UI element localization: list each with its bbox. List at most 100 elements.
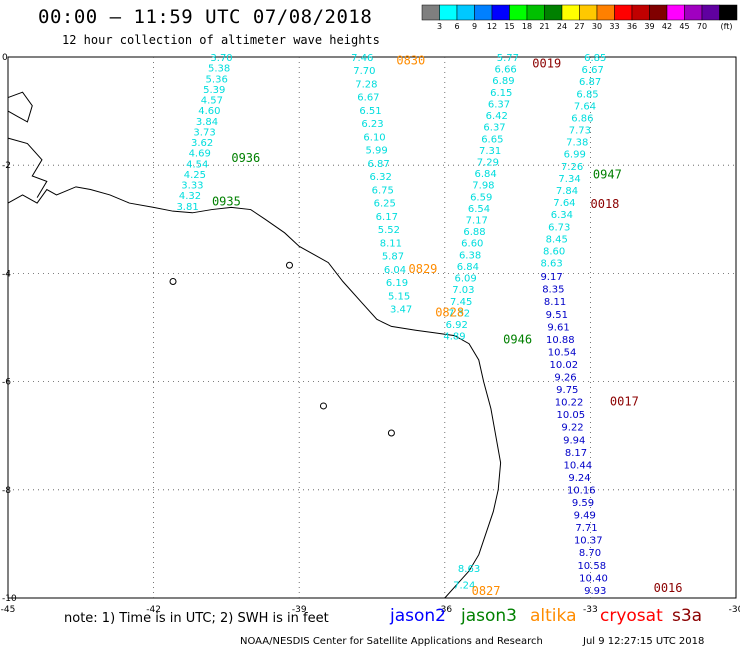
- y-tick-label: -4: [2, 269, 11, 279]
- pass-time-label: 0946: [503, 332, 532, 346]
- wave-height-value: 8.60: [543, 246, 565, 257]
- wave-height-value: 7.03: [452, 285, 474, 296]
- colorbar-cell: [666, 4, 685, 21]
- wave-height-value: 10.58: [577, 561, 606, 572]
- wave-height-value: 6.60: [461, 239, 483, 250]
- wave-height-value: 6.15: [490, 88, 512, 99]
- wave-height-value: 6.84: [475, 169, 497, 180]
- colorbar-tick-label: 9: [471, 22, 478, 31]
- wave-height-value: 7.84: [556, 186, 578, 197]
- wave-height-value: 10.54: [548, 347, 577, 358]
- wave-height-value: 9.59: [572, 498, 594, 509]
- wave-height-value: 7.71: [575, 523, 597, 534]
- footer-generated: Jul 9 12:27:15 UTC 2018: [583, 636, 705, 647]
- colorbar-tick-label: 27: [574, 22, 585, 31]
- wave-height-value: 7.31: [479, 146, 501, 157]
- wave-height-value: 6.67: [357, 93, 379, 104]
- legend-cryosat: cryosat: [600, 606, 663, 626]
- wave-height-value: 9.49: [574, 511, 596, 522]
- wave-height-value: 6.86: [571, 113, 593, 124]
- wave-height-value: 7.17: [466, 216, 488, 227]
- colorbar-cell: [719, 4, 738, 21]
- wave-height-value: 8.11: [544, 297, 566, 308]
- legend-altika: altika: [530, 606, 577, 626]
- wave-height-value: 9.22: [561, 423, 583, 434]
- island: [169, 278, 177, 286]
- wave-height-value: 6.66: [495, 65, 517, 76]
- wave-height-value: 6.84: [457, 262, 479, 273]
- colorbar-cell: [631, 4, 650, 21]
- map-frame: [7, 56, 737, 599]
- wave-height-value: 10.02: [549, 360, 578, 371]
- x-tick-label: -45: [1, 605, 16, 615]
- legend-note: note: 1) Time is in UTC; 2) SWH is in fe…: [64, 611, 329, 626]
- wave-height-value: 4.57: [201, 96, 223, 107]
- x-tick-label: -39: [292, 605, 307, 615]
- pass-time-label: 0019: [532, 56, 561, 70]
- wave-height-value: 7.28: [355, 79, 377, 90]
- wave-height-value: 6.37: [483, 123, 505, 134]
- pass-time-label: 0936: [231, 151, 260, 165]
- wave-height-value: 3.47: [390, 305, 412, 316]
- wave-height-value: 8.11: [380, 238, 402, 249]
- wave-height-value: 3.62: [191, 138, 213, 149]
- wave-height-value: 4.54: [186, 159, 208, 170]
- wave-height-value: 6.51: [359, 106, 381, 117]
- colorbar-cell: [614, 4, 633, 21]
- wave-height-value: 6.89: [492, 76, 514, 87]
- wave-height-value: 6.34: [551, 210, 573, 221]
- wave-height-value: 7.46: [351, 53, 373, 64]
- wave-height-value: 8.70: [579, 548, 601, 559]
- wave-height-value: 8.35: [542, 285, 564, 296]
- wave-height-value: 4.69: [189, 149, 211, 160]
- pass-time-label: 0935: [212, 194, 241, 208]
- wave-height-value: 9.93: [584, 586, 606, 597]
- wave-height-value: 3.33: [181, 181, 203, 192]
- wave-height-value: 6.23: [361, 119, 383, 130]
- colorbar-tick-label: 12: [486, 22, 498, 31]
- colorbar-cell: [579, 4, 598, 21]
- colorbar-unit: (ft): [720, 22, 733, 31]
- wave-height-value: 7.73: [569, 126, 591, 137]
- wave-height-value: 5.15: [388, 291, 410, 302]
- y-tick-label: -2: [2, 161, 11, 171]
- wave-height-value: 6.32: [370, 172, 392, 183]
- wave-height-value: 5.77: [497, 53, 519, 64]
- colorbar-cell: [421, 4, 440, 21]
- wave-height-value: 6.42: [486, 111, 508, 122]
- colorbar-tick-label: 42: [661, 22, 673, 31]
- colorbar-cell: [456, 4, 475, 21]
- wave-height-value: 6.65: [481, 134, 503, 145]
- wave-height-value: 3.81: [176, 202, 198, 213]
- wave-height-value: 7.45: [450, 297, 472, 308]
- wave-height-value: 7.29: [477, 157, 499, 168]
- wave-height-value: 6.10: [363, 132, 385, 143]
- wave-height-value: 7.64: [574, 101, 596, 112]
- wave-height-value: 10.22: [555, 398, 584, 409]
- island: [285, 261, 293, 269]
- pass-time-label: 0016: [654, 581, 683, 595]
- colorbar-tick-label: 6: [454, 22, 460, 31]
- wave-height-value: 6.54: [468, 204, 490, 215]
- colorbar-cell: [649, 4, 668, 21]
- wave-height-value: 6.85: [576, 89, 598, 100]
- wave-height-value: 6.99: [564, 150, 586, 161]
- wave-height-value: 8.63: [540, 259, 562, 270]
- colorbar-tick-label: 18: [521, 22, 533, 31]
- wave-height-value: 6.85: [584, 53, 606, 64]
- wave-height-value: 6.67: [582, 65, 604, 76]
- wave-height-value: 7.32: [448, 308, 470, 319]
- wave-height-value: 10.16: [567, 485, 596, 496]
- wave-height-value: 5.52: [378, 225, 400, 236]
- wave-height-value: 8.17: [565, 448, 587, 459]
- colorbar-cell: [596, 4, 615, 21]
- pass-time-label: 0827: [472, 584, 501, 598]
- wave-height-value: 5.99: [365, 146, 387, 157]
- wave-height-value: 10.05: [556, 410, 585, 421]
- colorbar-tick-label: 3: [436, 22, 443, 31]
- colorbar-tick-label: 36: [626, 22, 638, 31]
- wave-height-value: 4.60: [198, 106, 220, 117]
- wave-height-value: 4.32: [179, 191, 201, 202]
- wave-height-value: 10.40: [579, 573, 608, 584]
- map-subtitle: 12 hour collection of altimeter wave hei…: [62, 33, 380, 47]
